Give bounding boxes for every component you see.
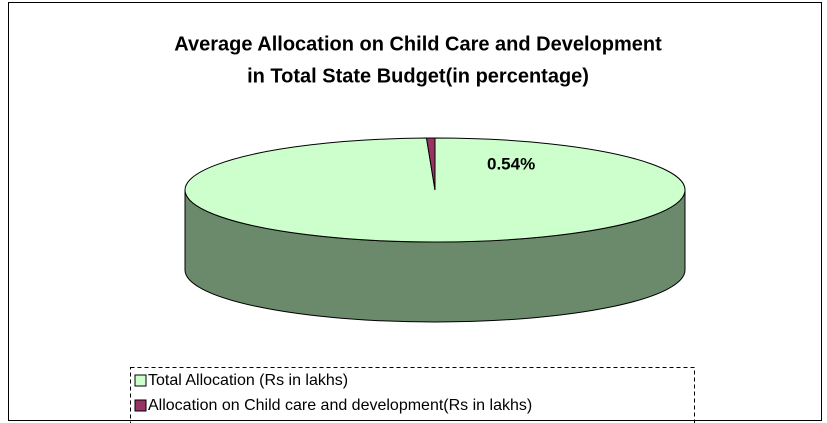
legend-box — [130, 367, 695, 423]
legend-text: Allocation on Child care and development… — [148, 397, 532, 414]
legend-text: Total Allocation (Rs in lakhs) — [148, 372, 348, 389]
data-label: 0.54% — [487, 154, 535, 173]
chart-title: Average Allocation on Child Care and Dev… — [174, 33, 662, 55]
chart-title: in Total State Budget(in percentage) — [247, 65, 589, 87]
legend-swatch — [134, 399, 147, 412]
pie-slice — [425, 137, 436, 191]
legend-swatch — [134, 374, 147, 387]
